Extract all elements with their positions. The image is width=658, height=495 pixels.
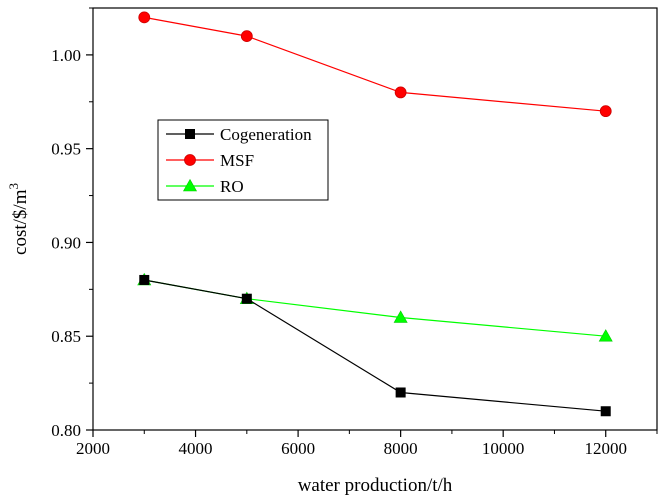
y-axis-label-base: cost/$/m bbox=[10, 189, 31, 255]
series-line bbox=[144, 279, 606, 412]
y-axis-label: cost/$/m3 bbox=[6, 183, 31, 255]
y-tick-label: 1.00 bbox=[51, 46, 81, 65]
y-axis-label-sup: 3 bbox=[6, 183, 21, 190]
y-tick-label: 0.80 bbox=[51, 421, 81, 440]
data-point bbox=[240, 30, 253, 43]
x-tick-label: 6000 bbox=[281, 439, 315, 458]
legend-entry-msf: MSF bbox=[166, 151, 254, 170]
series-ro bbox=[137, 272, 613, 342]
y-tick-label: 0.90 bbox=[51, 233, 81, 252]
series-line bbox=[144, 279, 606, 337]
data-point bbox=[394, 86, 407, 99]
data-point bbox=[241, 293, 252, 304]
legend-label: RO bbox=[220, 177, 244, 196]
data-point bbox=[600, 406, 611, 417]
data-point bbox=[139, 274, 150, 285]
legend-entry-ro: RO bbox=[166, 177, 244, 196]
data-point bbox=[599, 105, 612, 118]
y-tick-label: 0.85 bbox=[51, 327, 81, 346]
series-line bbox=[144, 16, 606, 112]
legend-label: Cogeneration bbox=[220, 125, 312, 144]
series-cogeneration bbox=[139, 274, 611, 417]
legend: Cogeneration MSF RO bbox=[157, 119, 329, 201]
series-msf bbox=[138, 11, 612, 118]
x-tick-label: 4000 bbox=[179, 439, 213, 458]
x-axis-label: water production/t/h bbox=[298, 475, 453, 495]
x-tick-label: 8000 bbox=[384, 439, 418, 458]
legend-label: MSF bbox=[220, 151, 254, 170]
legend-marker bbox=[182, 178, 198, 192]
x-tick-label: 2000 bbox=[76, 439, 110, 458]
plot-frame bbox=[92, 7, 658, 431]
legend-marker bbox=[185, 129, 195, 139]
axis-ticks: 2000 4000 6000 8000 10000 12000 0.80 0.85 0.90 0.… bbox=[51, 7, 658, 458]
legend-entry-cogeneration: Cogeneration bbox=[166, 125, 312, 144]
legend-marker bbox=[184, 154, 196, 166]
data-point bbox=[395, 387, 406, 398]
y-tick-label: 0.95 bbox=[51, 140, 81, 159]
x-tick-label: 10000 bbox=[482, 439, 525, 458]
data-point bbox=[393, 310, 408, 323]
x-tick-label: 12000 bbox=[584, 439, 627, 458]
data-point bbox=[598, 329, 613, 342]
data-point bbox=[138, 11, 151, 24]
series-group bbox=[137, 11, 613, 417]
